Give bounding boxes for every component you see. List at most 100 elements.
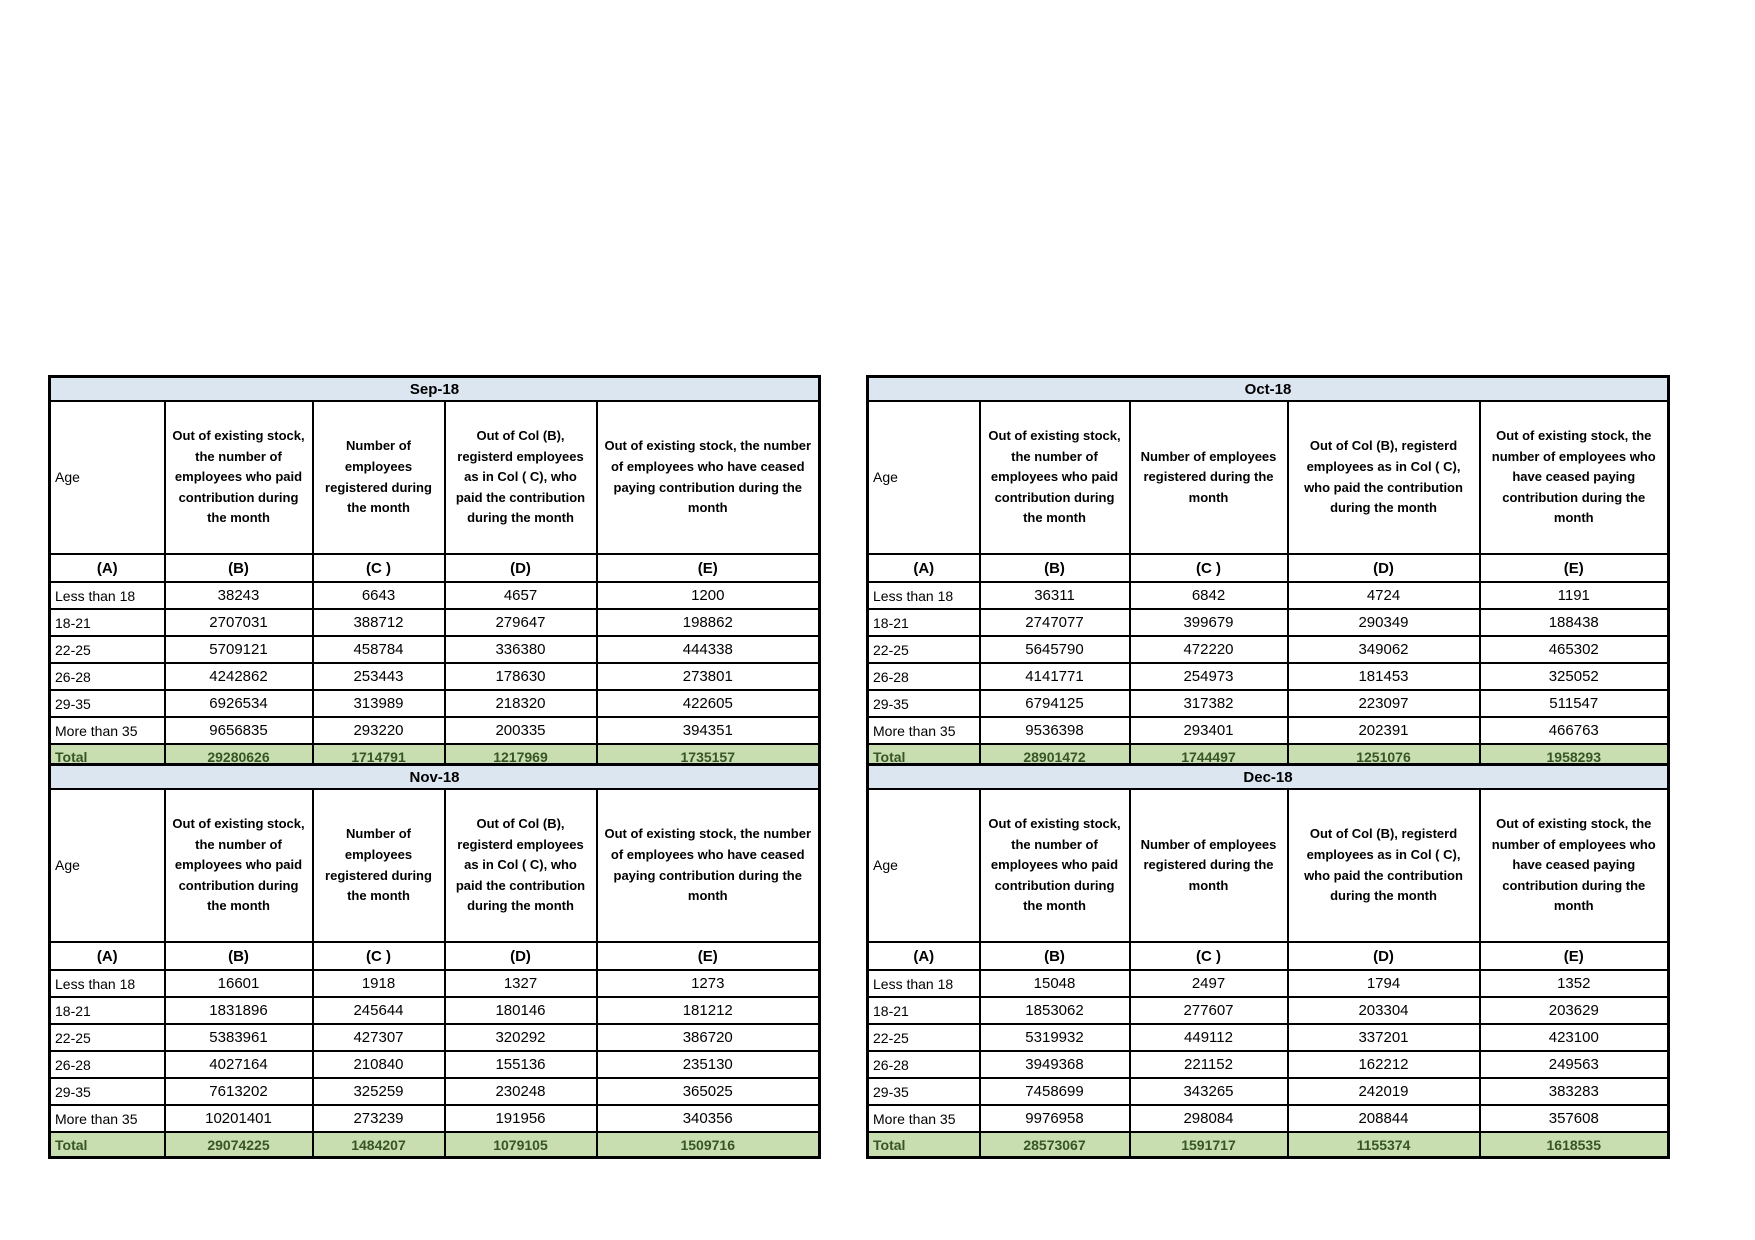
value-cell: 465302 — [1478, 635, 1670, 664]
value-cell: 317382 — [1128, 689, 1289, 718]
age-cell: Less than 18 — [48, 969, 166, 998]
col-header-e: Out of existing stock, the number of emp… — [595, 400, 821, 555]
table-row: 26-28 4141771 254973 181453 325052 — [866, 662, 1670, 691]
table-row: 22-25 5709121 458784 336380 444338 — [48, 635, 821, 664]
value-cell: 1352 — [1478, 969, 1670, 998]
table-row: 26-28 3949368 221152 162212 249563 — [866, 1050, 1670, 1079]
value-cell: 208844 — [1286, 1104, 1481, 1133]
table-row: 26-28 4242862 253443 178630 273801 — [48, 662, 821, 691]
value-cell: 4027164 — [163, 1050, 314, 1079]
value-cell: 181453 — [1286, 662, 1481, 691]
col-letter-a: (A) — [866, 941, 981, 971]
table-row: Less than 18 16601 1918 1327 1273 — [48, 969, 821, 998]
value-cell: 245644 — [311, 996, 446, 1025]
value-cell: 336380 — [443, 635, 598, 664]
value-cell: 273801 — [595, 662, 821, 691]
age-cell: 26-28 — [48, 662, 166, 691]
value-cell: 180146 — [443, 996, 598, 1025]
value-cell: 36311 — [978, 581, 1131, 610]
month-table-nov18: Nov-18 Age Out of existing stock, the nu… — [48, 763, 821, 1159]
table-row: 29-35 7458699 343265 242019 383283 — [866, 1077, 1670, 1106]
total-row: Total 29074225 1484207 1079105 1509716 — [48, 1131, 821, 1159]
table-row: 22-25 5645790 472220 349062 465302 — [866, 635, 1670, 664]
table-row: More than 35 9656835 293220 200335 39435… — [48, 716, 821, 745]
total-value-cell: 1509716 — [595, 1131, 821, 1159]
col-header-e: Out of existing stock, the number of emp… — [1478, 400, 1670, 555]
age-cell: More than 35 — [48, 716, 166, 745]
value-cell: 4242862 — [163, 662, 314, 691]
total-value-cell: 1484207 — [311, 1131, 446, 1159]
col-header-d: Out of Col (B), registerd employees as i… — [1286, 400, 1481, 555]
value-cell: 2707031 — [163, 608, 314, 637]
age-cell: 18-21 — [866, 608, 981, 637]
col-header-d: Out of Col (B), registerd employees as i… — [443, 788, 598, 943]
col-header-age: Age — [48, 788, 166, 943]
value-cell: 230248 — [443, 1077, 598, 1106]
col-letter-e: (E) — [595, 553, 821, 583]
value-cell: 458784 — [311, 635, 446, 664]
col-header-b: Out of existing stock, the number of emp… — [978, 400, 1131, 555]
table-row: Less than 18 15048 2497 1794 1352 — [866, 969, 1670, 998]
age-cell: More than 35 — [866, 1104, 981, 1133]
col-header-c: Number of employees registered during th… — [1128, 788, 1289, 943]
table-row: 18-21 2747077 399679 290349 188438 — [866, 608, 1670, 637]
value-cell: 394351 — [595, 716, 821, 745]
value-cell: 325259 — [311, 1077, 446, 1106]
table-row: 18-21 2707031 388712 279647 198862 — [48, 608, 821, 637]
value-cell: 4657 — [443, 581, 598, 610]
value-cell: 273239 — [311, 1104, 446, 1133]
value-cell: 449112 — [1128, 1023, 1289, 1052]
col-header-age: Age — [48, 400, 166, 555]
table-row: Less than 18 36311 6842 4724 1191 — [866, 581, 1670, 610]
col-header-b: Out of existing stock, the number of emp… — [163, 400, 314, 555]
value-cell: 210840 — [311, 1050, 446, 1079]
total-value-cell: 29074225 — [163, 1131, 314, 1159]
value-cell: 1831896 — [163, 996, 314, 1025]
value-cell: 221152 — [1128, 1050, 1289, 1079]
value-cell: 198862 — [595, 608, 821, 637]
total-value-cell: 1079105 — [443, 1131, 598, 1159]
value-cell: 223097 — [1286, 689, 1481, 718]
col-header-d: Out of Col (B), registerd employees as i… — [443, 400, 598, 555]
value-cell: 9976958 — [978, 1104, 1131, 1133]
value-cell: 202391 — [1286, 716, 1481, 745]
value-cell: 6643 — [311, 581, 446, 610]
col-letter-c: (C ) — [1128, 553, 1289, 583]
month-table-dec18: Dec-18 Age Out of existing stock, the nu… — [866, 763, 1671, 1159]
value-cell: 249563 — [1478, 1050, 1670, 1079]
value-cell: 466763 — [1478, 716, 1670, 745]
value-cell: 3949368 — [978, 1050, 1131, 1079]
value-cell: 38243 — [163, 581, 314, 610]
col-letter-b: (B) — [978, 553, 1131, 583]
value-cell: 337201 — [1286, 1023, 1481, 1052]
col-header-age: Age — [866, 788, 981, 943]
month-table-sep18: Sep-18 Age Out of existing stock, the nu… — [48, 375, 822, 771]
value-cell: 254973 — [1128, 662, 1289, 691]
value-cell: 155136 — [443, 1050, 598, 1079]
col-header-e: Out of existing stock, the number of emp… — [595, 788, 821, 943]
age-cell: 26-28 — [866, 1050, 981, 1079]
month-table-oct18: Oct-18 Age Out of existing stock, the nu… — [866, 375, 1671, 771]
value-cell: 349062 — [1286, 635, 1481, 664]
value-cell: 5383961 — [163, 1023, 314, 1052]
col-header-b: Out of existing stock, the number of emp… — [163, 788, 314, 943]
col-header-b: Out of existing stock, the number of emp… — [978, 788, 1131, 943]
total-value-cell: 1155374 — [1286, 1131, 1481, 1159]
value-cell: 290349 — [1286, 608, 1481, 637]
age-cell: 26-28 — [48, 1050, 166, 1079]
value-cell: 5319932 — [978, 1023, 1131, 1052]
value-cell: 399679 — [1128, 608, 1289, 637]
value-cell: 10201401 — [163, 1104, 314, 1133]
value-cell: 386720 — [595, 1023, 821, 1052]
age-cell: More than 35 — [866, 716, 981, 745]
value-cell: 188438 — [1478, 608, 1670, 637]
value-cell: 191956 — [443, 1104, 598, 1133]
value-cell: 423100 — [1478, 1023, 1670, 1052]
table-row: 18-21 1853062 277607 203304 203629 — [866, 996, 1670, 1025]
value-cell: 6842 — [1128, 581, 1289, 610]
value-cell: 357608 — [1478, 1104, 1670, 1133]
table-row: More than 35 10201401 273239 191956 3403… — [48, 1104, 821, 1133]
total-row: Total 28573067 1591717 1155374 1618535 — [866, 1131, 1670, 1159]
value-cell: 340356 — [595, 1104, 821, 1133]
